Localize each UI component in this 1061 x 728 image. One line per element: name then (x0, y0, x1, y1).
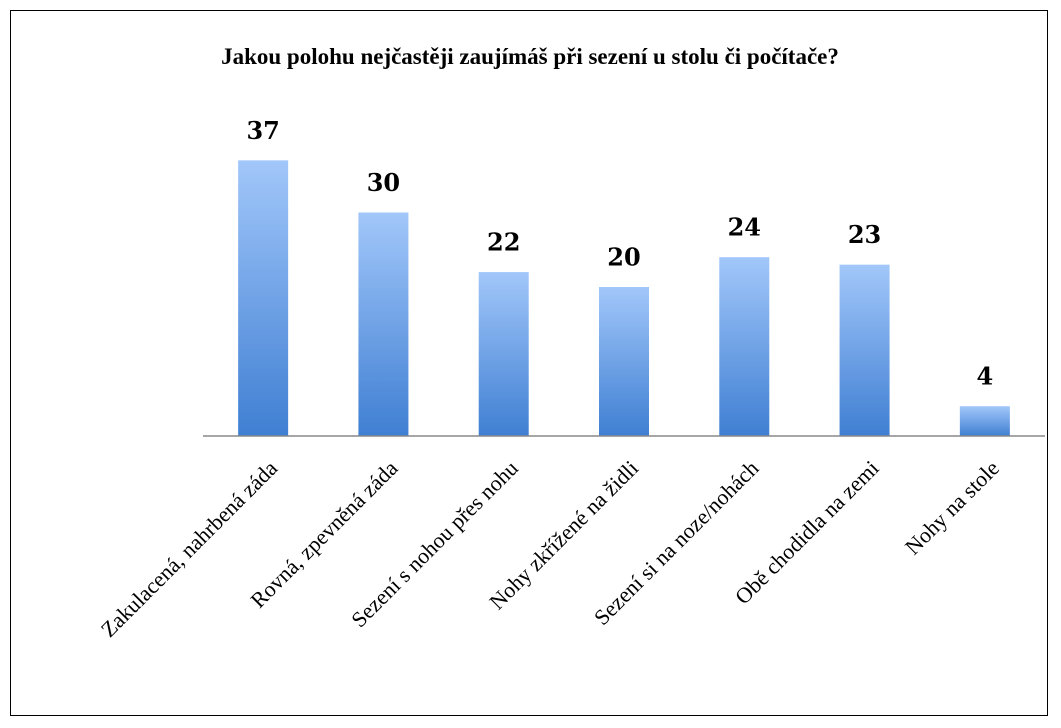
bar (959, 406, 1010, 436)
bar (238, 160, 289, 436)
chart-frame (10, 10, 1048, 716)
value-label: 22 (487, 228, 520, 257)
value-label: 23 (848, 220, 881, 249)
bar (839, 264, 890, 436)
bar (358, 212, 409, 436)
x-tick-label: Nohy na stole (900, 455, 1004, 559)
value-label: 37 (246, 116, 279, 145)
value-label: 24 (728, 213, 761, 242)
x-tick-label: Zakulacená, nahrbená záda (96, 455, 283, 642)
chart-title: Jakou polohu nejčastěji zaujímáš při sez… (221, 44, 839, 69)
bar (478, 272, 529, 436)
value-label: 4 (977, 362, 994, 391)
bar (599, 287, 649, 436)
value-label: 30 (367, 168, 400, 197)
value-label: 20 (607, 243, 640, 272)
bar (719, 257, 770, 436)
